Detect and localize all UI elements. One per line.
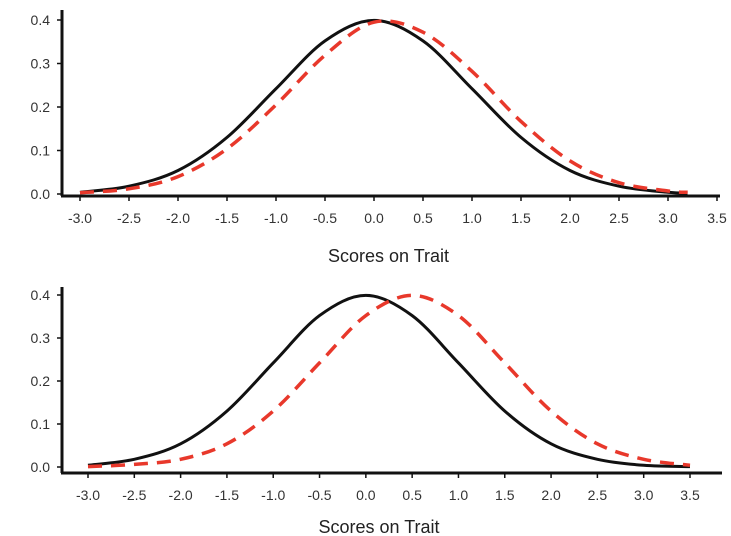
x-tick-label: 1.0 <box>462 210 482 226</box>
solid-black-density-curve <box>79 18 688 195</box>
x-tick-label: 1.5 <box>511 210 531 226</box>
x-tick-label: -2.0 <box>166 210 190 226</box>
x-tick-label: 1.5 <box>495 487 515 503</box>
x-tick-label: 3.0 <box>658 210 678 226</box>
x-tick-label: -3.0 <box>68 210 92 226</box>
chart-panel-1: 0.0 0.1 0.2 0.3 0.4 -3.0 -2.5 -2.0 -1.5 -1.0 -0.5 0… <box>31 10 727 266</box>
y-tick-label: 0.2 <box>31 99 51 115</box>
x-tick-label: 2.0 <box>541 487 561 503</box>
x-tick-label: 0.5 <box>402 487 422 503</box>
y-tick-label: 0.0 <box>31 186 51 202</box>
y-tick-label: 0.1 <box>31 416 51 432</box>
x-tick-label: 2.0 <box>560 210 580 226</box>
x-tick-label: -0.5 <box>313 210 337 226</box>
x-tick-label: -1.5 <box>215 210 239 226</box>
x-tick-label: -1.0 <box>264 210 288 226</box>
chart-panel-2: 0.0 0.1 0.2 0.3 0.4 -3.0 -2.5 -2.0 -1.5 -1.0 -0.5 0… <box>31 287 722 536</box>
y-tick-label: 0.1 <box>31 143 51 159</box>
y-tick-label: 0.2 <box>31 373 51 389</box>
x-tick-label: 2.5 <box>588 487 608 503</box>
x-axis-title: Scores on Trait <box>318 517 439 536</box>
x-tick-label: 3.5 <box>680 487 700 503</box>
x-tick-label: -2.0 <box>169 487 193 503</box>
dashed-red-density-curve <box>87 293 691 469</box>
x-tick-label: 3.5 <box>707 210 727 226</box>
x-tick-label: -3.0 <box>76 487 100 503</box>
x-tick-label: -2.5 <box>117 210 141 226</box>
x-tick-label: -1.5 <box>215 487 239 503</box>
x-axis-title: Scores on Trait <box>328 246 449 266</box>
x-tick-label: 0.0 <box>364 210 384 226</box>
x-tick-label: 0.5 <box>413 210 433 226</box>
y-tick-label: 0.3 <box>31 330 51 346</box>
y-tick-label: 0.0 <box>31 459 51 475</box>
x-tick-label: -2.5 <box>122 487 146 503</box>
x-tick-label: -1.0 <box>261 487 285 503</box>
dashed-red-density-curve <box>79 19 688 195</box>
solid-black-density-curve <box>87 293 691 469</box>
x-tick-label: -0.5 <box>307 487 331 503</box>
y-tick-label: 0.4 <box>31 287 51 303</box>
y-tick-label: 0.4 <box>31 12 51 28</box>
x-tick-label: 1.0 <box>449 487 469 503</box>
y-tick-label: 0.3 <box>31 56 51 72</box>
x-tick-label: 0.0 <box>356 487 376 503</box>
x-tick-label: 3.0 <box>634 487 654 503</box>
x-tick-label: 2.5 <box>609 210 629 226</box>
